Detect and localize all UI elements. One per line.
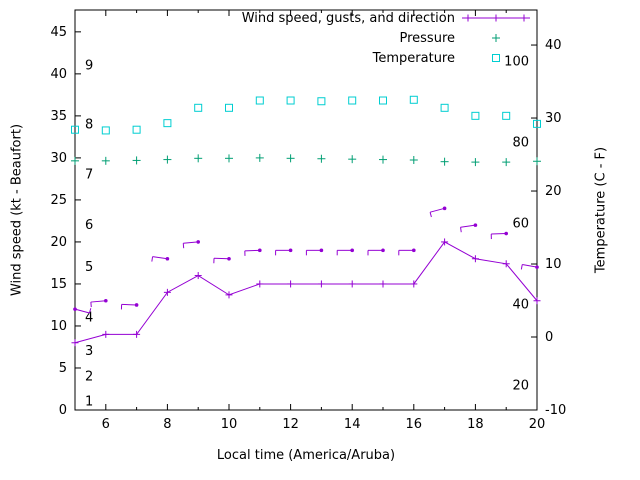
- x-tick-label: 10: [221, 417, 238, 432]
- temperature-point: [225, 103, 233, 112]
- gust-barb-feather: [460, 227, 462, 233]
- gust-point: [258, 248, 262, 253]
- temperature-point: [533, 119, 541, 128]
- gust-point: [535, 265, 539, 269]
- gust-barb-feather: [89, 308, 92, 314]
- y-right-tick-label: 0: [545, 330, 553, 345]
- gust-point: [288, 248, 293, 253]
- fahrenheit-scale-label: 40: [512, 298, 529, 313]
- x-tick-label: 20: [529, 417, 546, 432]
- beaufort-scale-label: 1: [85, 395, 93, 410]
- gust-direction-barb: [90, 300, 106, 303]
- y-right-tick-label: 40: [545, 38, 562, 53]
- gust-direction-barb: [152, 256, 168, 260]
- x-tick-label: 6: [102, 417, 110, 432]
- x-tick-label: 12: [282, 417, 299, 432]
- gust-barb-feather: [429, 212, 432, 218]
- x-tick-label: 18: [467, 417, 484, 432]
- y-right-tick-label: 20: [545, 184, 562, 199]
- x-tick-label: 14: [344, 417, 361, 432]
- y-left-tick-label: 25: [50, 193, 67, 208]
- gust-point: [104, 298, 108, 303]
- y-left-tick-label: 15: [50, 277, 67, 292]
- legend-label-wind: Wind speed, gusts, and direction: [242, 11, 455, 26]
- x-axis-title: Local time (America/Aruba): [216, 448, 396, 463]
- temperature-point: [132, 125, 141, 134]
- temperature-point: [440, 103, 449, 112]
- gust-point: [504, 231, 509, 236]
- gust-direction-barb: [183, 241, 199, 244]
- temperature-point: [101, 126, 110, 135]
- gust-point: [165, 256, 170, 261]
- gust-point: [227, 256, 231, 261]
- x-tick-label: 8: [163, 417, 171, 432]
- fahrenheit-scale-label: 20: [512, 379, 529, 394]
- gust-point: [442, 206, 447, 211]
- gust-barb-feather: [151, 256, 154, 262]
- x-tick-label: 16: [406, 417, 423, 432]
- beaufort-scale-label: 6: [85, 218, 93, 233]
- gust-direction-barb: [74, 308, 90, 314]
- y-right-axis-title: Temperature (C - F): [593, 146, 609, 274]
- beaufort-scale-label: 5: [85, 260, 93, 275]
- gust-point: [350, 248, 355, 253]
- gust-point: [473, 223, 478, 227]
- y-left-tick-label: 35: [50, 109, 67, 124]
- y-left-tick-label: 45: [50, 25, 67, 40]
- gust-direction-barb: [213, 257, 230, 260]
- y-right-tick-label: -10: [545, 403, 566, 418]
- gust-point: [381, 248, 385, 253]
- temperature-point: [163, 119, 172, 128]
- legend-sample-temperature: [492, 54, 500, 62]
- gust-point: [196, 240, 200, 244]
- y-left-axis-title: Wind speed (kt - Beaufort): [9, 123, 25, 297]
- gust-direction-barb: [522, 264, 538, 268]
- gust-point: [134, 303, 139, 307]
- beaufort-scale-label: 4: [85, 311, 93, 326]
- gust-point: [73, 307, 77, 311]
- temperature-point: [471, 111, 480, 120]
- fahrenheit-scale-label: 100: [504, 54, 529, 69]
- temperature-point: [71, 125, 79, 134]
- y-left-tick-label: 30: [50, 151, 67, 166]
- y-left-tick-label: 40: [50, 67, 67, 82]
- beaufort-scale-label: 9: [85, 58, 93, 73]
- gust-barb-feather: [520, 264, 523, 270]
- temperature-point: [255, 96, 264, 105]
- beaufort-scale-label: 3: [85, 344, 93, 359]
- y-right-tick-label: 10: [545, 257, 562, 272]
- y-left-tick-label: 10: [50, 319, 67, 334]
- temperature-point: [317, 97, 326, 106]
- wind-speed-line: [74, 241, 538, 344]
- legend-label-pressure: Pressure: [399, 31, 455, 46]
- y-left-tick-label: 20: [50, 235, 67, 250]
- plot-border: [74, 9, 538, 411]
- gust-point: [412, 248, 416, 253]
- legend-label-temperature: Temperature: [372, 51, 455, 66]
- y-right-tick-label: 30: [545, 111, 562, 126]
- temperature-point: [194, 103, 203, 112]
- temperature-point: [286, 96, 295, 105]
- y-left-tick-label: 5: [59, 361, 67, 376]
- beaufort-scale-label: 8: [85, 117, 93, 132]
- gust-direction-barb: [491, 233, 507, 235]
- beaufort-scale-label: 2: [85, 369, 93, 384]
- gust-direction-barb: [460, 224, 476, 228]
- gust-direction-barb: [244, 249, 260, 252]
- beaufort-scale-label: 7: [85, 168, 93, 183]
- temperature-point: [502, 111, 511, 120]
- gust-direction-barb: [121, 303, 137, 306]
- temperature-point: [409, 95, 418, 104]
- gust-direction-barb: [429, 207, 445, 213]
- gust-point: [319, 248, 324, 253]
- fahrenheit-scale-label: 60: [512, 216, 529, 231]
- y-left-tick-label: 0: [59, 403, 67, 418]
- fahrenheit-scale-label: 80: [512, 135, 529, 150]
- temperature-point: [379, 96, 387, 105]
- temperature-point: [348, 96, 357, 105]
